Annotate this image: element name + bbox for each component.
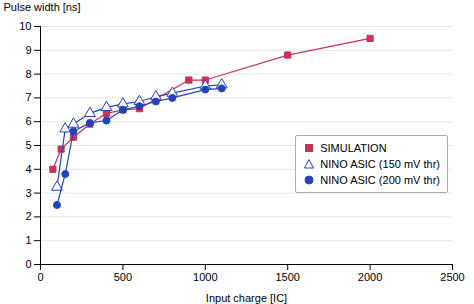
svg-text:Input charge [IC]: Input charge [IC] — [206, 292, 287, 304]
svg-text:7: 7 — [25, 91, 31, 103]
html-text:NINO ASIC (200 mV thr): NINO ASIC (200 mV thr) — [320, 174, 440, 186]
svg-text:5: 5 — [25, 139, 31, 151]
svg-text:1000: 1000 — [193, 271, 217, 283]
svg-text:1500: 1500 — [275, 271, 299, 283]
svg-text:500: 500 — [114, 271, 132, 283]
svg-text:0: 0 — [25, 258, 31, 270]
html-text:SIMULATION: SIMULATION — [320, 142, 387, 154]
svg-text:3: 3 — [25, 187, 31, 199]
svg-text:8: 8 — [25, 68, 31, 80]
svg-text:2: 2 — [25, 210, 31, 222]
svg-text:2500: 2500 — [440, 271, 464, 283]
html-text:NINO ASIC (150 mV thr): NINO ASIC (150 mV thr) — [320, 158, 440, 170]
svg-text:6: 6 — [25, 115, 31, 127]
svg-text:4: 4 — [25, 163, 31, 175]
svg-text:9: 9 — [25, 44, 31, 56]
svg-text:10: 10 — [19, 20, 31, 32]
svg-text:0: 0 — [37, 271, 43, 283]
svg-text:1: 1 — [25, 234, 31, 246]
svg-text:Pulse width [ns]: Pulse width [ns] — [4, 1, 81, 13]
svg-text:2000: 2000 — [358, 271, 382, 283]
